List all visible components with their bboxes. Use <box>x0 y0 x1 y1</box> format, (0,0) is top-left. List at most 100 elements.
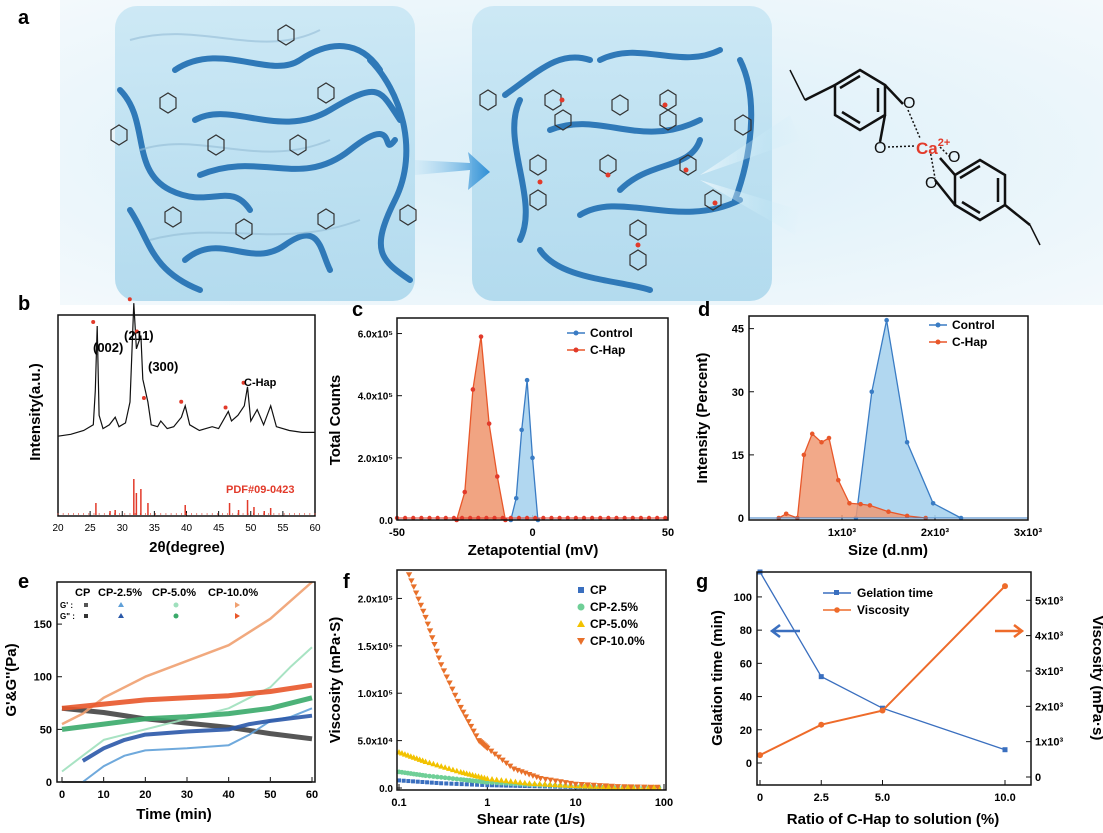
data-point <box>526 780 533 786</box>
data-point <box>819 439 824 445</box>
xrd-reference-lines <box>57 479 316 515</box>
data-point <box>450 776 456 782</box>
calcium-ions-in-network <box>537 97 718 248</box>
panel-label-d: d <box>698 299 710 321</box>
baseline-point <box>419 515 424 521</box>
series-line-0 <box>759 571 1006 751</box>
data-point <box>904 439 910 445</box>
data-point <box>465 719 472 725</box>
data-point <box>422 614 429 621</box>
y-right-tick-label: 2x10³ <box>1035 701 1063 713</box>
baseline-point <box>500 515 505 521</box>
data-point <box>513 495 519 501</box>
data-point <box>401 778 406 783</box>
series-line-7 <box>61 682 313 711</box>
x-tick-label: 20 <box>52 523 64 534</box>
data-point <box>429 780 434 785</box>
data-point <box>478 334 484 339</box>
zeta-plot-frame <box>396 317 669 521</box>
data-point <box>886 509 891 514</box>
legend-marker <box>173 613 179 619</box>
x-tick-label: 2x10³ <box>921 527 949 539</box>
y-right-tick-label: 1x10³ <box>1035 737 1063 749</box>
data-point <box>460 709 467 716</box>
y-tick-label: 150 <box>34 619 52 631</box>
y-tick-label: 80 <box>740 625 752 637</box>
legend-marker <box>235 602 240 608</box>
y-tick-label: 0 <box>746 758 752 770</box>
data-point <box>582 782 589 789</box>
data-point <box>809 431 815 437</box>
rheology-plot: 0 50 100 150 0 10 20 30 40 50 60 <box>34 581 318 801</box>
oxygen-label: O <box>874 140 886 157</box>
data-point <box>869 389 875 395</box>
zoom-beam-upper <box>700 115 800 175</box>
size-plot-frame <box>748 315 1029 521</box>
y-tick-label: 60 <box>740 658 752 670</box>
data-point <box>442 775 448 781</box>
baseline-point <box>435 515 440 521</box>
data-point <box>411 779 416 784</box>
series-area-1 <box>456 336 506 520</box>
legend-marker <box>235 613 240 619</box>
legend-cp-5-0: CP-5.0% <box>152 587 196 599</box>
data-point <box>605 783 612 790</box>
data-point <box>449 781 454 786</box>
y-right-tick-label: 5x10³ <box>1035 595 1063 607</box>
oxygen-label: O <box>948 149 960 166</box>
rheology-y-axis-label: G'&G''(Pa) <box>3 643 20 716</box>
data-point <box>410 584 417 590</box>
data-point <box>1002 583 1008 590</box>
legend-gelation-time: Gelation time <box>857 586 933 600</box>
data-point <box>654 784 661 791</box>
data-point <box>503 777 510 784</box>
baseline-point <box>622 515 627 521</box>
data-point <box>578 782 585 788</box>
data-point <box>586 783 593 789</box>
y-right-tick-label: 4x10³ <box>1035 631 1063 643</box>
data-point <box>847 500 852 506</box>
data-point <box>584 782 591 788</box>
data-point <box>530 455 535 461</box>
data-point <box>427 773 432 779</box>
data-point <box>437 662 445 668</box>
data-point <box>494 783 499 788</box>
panel-c-zeta: c 0.0 2.0x10⁵ 4.0x10⁵ 6.0x10⁵ -50 0 50 Control… <box>327 299 674 559</box>
series-line-5 <box>61 695 313 732</box>
data-point <box>801 452 807 458</box>
legend-control: Control <box>590 326 633 340</box>
size-y-axis-label: Intensity (Percent) <box>694 353 711 484</box>
data-point <box>443 674 450 680</box>
legend-cp: CP <box>75 587 90 599</box>
size-plot: 0 15 30 45 1x10³ 2x10³ 3x10³ <box>732 317 1042 539</box>
data-point <box>475 782 480 787</box>
left-axis-arrow-icon <box>769 624 800 638</box>
data-point <box>430 760 437 767</box>
x-tick-label: 60 <box>306 789 318 801</box>
data-point <box>462 714 470 720</box>
network-box-before <box>115 6 415 301</box>
series-line-0 <box>855 320 962 519</box>
y-tick-label: 20 <box>740 725 752 737</box>
data-point <box>467 723 475 730</box>
x-tick-label: 50 <box>662 527 674 539</box>
data-point <box>647 784 655 791</box>
x-tick-label: 25 <box>85 523 97 534</box>
baseline-point <box>516 515 522 521</box>
baseline-point <box>565 515 570 521</box>
panel-label-e: e <box>18 571 29 593</box>
calcium-catechol-complex: O O O O Ca2+ <box>789 68 1041 246</box>
peak-marker-dot <box>179 399 184 404</box>
baseline-point <box>524 515 530 521</box>
baseline-point <box>508 515 514 521</box>
x-tick-label: 45 <box>213 523 225 534</box>
data-point <box>608 783 615 790</box>
panel-label-f: f <box>343 571 350 593</box>
data-point <box>858 501 863 507</box>
y-tick-label: 15 <box>732 450 744 462</box>
data-point <box>412 590 420 597</box>
data-point <box>537 776 544 782</box>
series-line-6 <box>61 581 313 726</box>
data-point <box>472 733 480 739</box>
calcium-ion-label: Ca2+ <box>916 137 950 158</box>
